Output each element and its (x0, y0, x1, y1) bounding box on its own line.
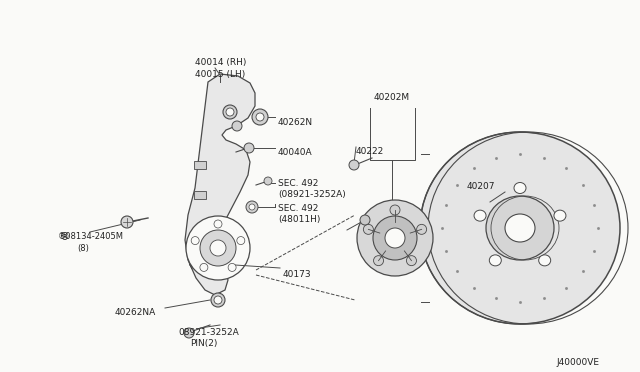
Text: (48011H): (48011H) (278, 215, 321, 224)
Text: 40202M: 40202M (374, 93, 410, 102)
Circle shape (349, 160, 359, 170)
Circle shape (200, 230, 236, 266)
Circle shape (237, 237, 245, 244)
Ellipse shape (420, 132, 620, 324)
Ellipse shape (490, 255, 501, 266)
Circle shape (223, 105, 237, 119)
Text: (8): (8) (77, 244, 89, 253)
Circle shape (256, 113, 264, 121)
Text: 40262N: 40262N (278, 118, 313, 127)
Text: 08921-3252A: 08921-3252A (178, 328, 239, 337)
Circle shape (246, 201, 258, 213)
Circle shape (191, 237, 199, 244)
Ellipse shape (539, 255, 550, 266)
FancyBboxPatch shape (194, 161, 206, 169)
Circle shape (228, 263, 236, 272)
Circle shape (374, 256, 383, 266)
Circle shape (121, 216, 133, 228)
Text: J40000VE: J40000VE (556, 358, 599, 367)
Text: 40015 (LH): 40015 (LH) (195, 70, 245, 79)
Circle shape (184, 328, 194, 338)
Circle shape (264, 177, 272, 185)
Circle shape (214, 220, 222, 228)
Circle shape (186, 216, 250, 280)
Circle shape (417, 224, 427, 234)
Ellipse shape (554, 210, 566, 221)
Circle shape (357, 200, 433, 276)
Text: ®08134-2405M: ®08134-2405M (58, 232, 124, 241)
Text: 40014 (RH): 40014 (RH) (195, 58, 246, 67)
Text: 40040A: 40040A (278, 148, 312, 157)
Ellipse shape (514, 183, 526, 193)
Circle shape (360, 215, 370, 225)
Circle shape (390, 205, 400, 215)
Circle shape (373, 216, 417, 260)
Text: SEC. 492: SEC. 492 (278, 179, 318, 188)
Text: PIN(2): PIN(2) (190, 339, 218, 348)
FancyBboxPatch shape (194, 191, 206, 199)
Circle shape (385, 228, 405, 248)
Circle shape (406, 256, 417, 266)
Ellipse shape (505, 214, 535, 242)
Circle shape (252, 109, 268, 125)
Text: (08921-3252A): (08921-3252A) (278, 190, 346, 199)
Text: SEC. 492: SEC. 492 (278, 204, 318, 213)
Ellipse shape (474, 210, 486, 221)
Text: 40262NA: 40262NA (115, 308, 156, 317)
Text: 40207: 40207 (467, 182, 495, 191)
Ellipse shape (486, 196, 554, 260)
Circle shape (214, 296, 222, 304)
Circle shape (244, 143, 254, 153)
Circle shape (249, 204, 255, 210)
Text: 40173: 40173 (283, 270, 312, 279)
Circle shape (364, 224, 373, 234)
Circle shape (210, 240, 226, 256)
Circle shape (232, 121, 242, 131)
Circle shape (200, 263, 208, 272)
Text: ®: ® (60, 232, 70, 242)
Text: 40222: 40222 (356, 147, 384, 156)
Circle shape (211, 293, 225, 307)
Circle shape (226, 108, 234, 116)
Polygon shape (185, 74, 255, 295)
